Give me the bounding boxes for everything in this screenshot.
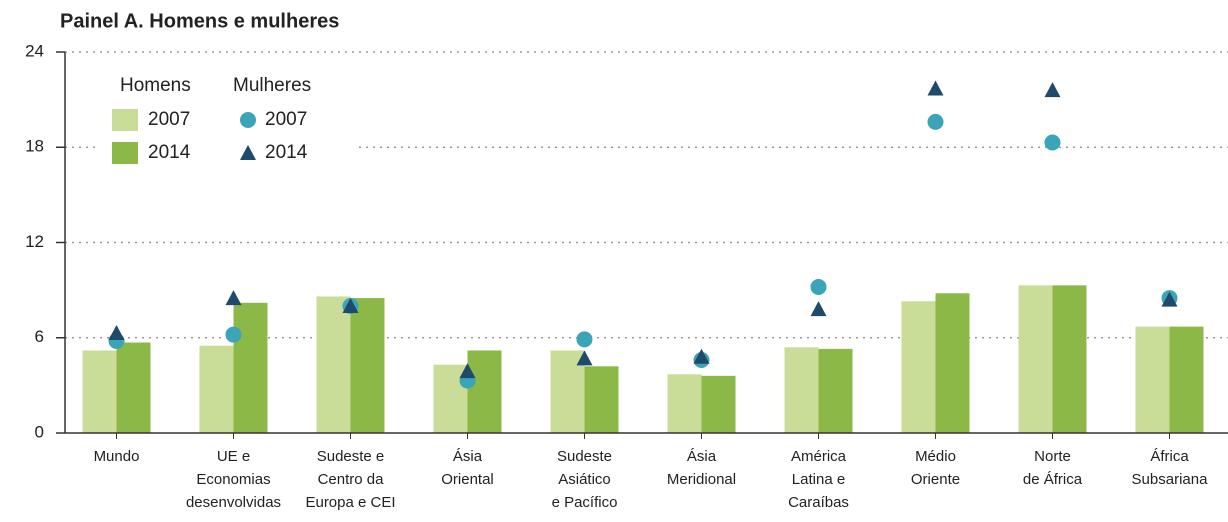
x-tick-label: África bbox=[1150, 448, 1189, 465]
bar bbox=[818, 348, 853, 433]
bar bbox=[467, 350, 502, 433]
x-tick-label: Oriental bbox=[441, 471, 494, 488]
x-tick-label: desenvolvidas bbox=[186, 494, 281, 511]
bar bbox=[233, 302, 268, 433]
bar bbox=[1018, 285, 1053, 433]
legend-group-title: Homens bbox=[120, 75, 191, 96]
marker-triangle bbox=[927, 80, 944, 96]
legend-swatch bbox=[240, 112, 256, 128]
bar bbox=[350, 298, 385, 433]
legend-label: 2014 bbox=[265, 142, 308, 163]
marker-triangle bbox=[810, 301, 827, 317]
x-tick-label: e Pacífico bbox=[552, 494, 618, 511]
marker-circle bbox=[810, 278, 827, 295]
marker-circle bbox=[927, 113, 944, 130]
x-tick-label: Oriente bbox=[911, 471, 960, 488]
y-tick-label: 12 bbox=[25, 232, 44, 251]
bar bbox=[667, 374, 702, 433]
bar bbox=[1135, 326, 1170, 433]
legend-label: 2007 bbox=[148, 109, 190, 130]
x-tick-label: Médio bbox=[915, 448, 956, 465]
bar bbox=[199, 345, 234, 433]
bar bbox=[784, 347, 819, 433]
x-tick-label: Europa e CEI bbox=[305, 494, 395, 511]
x-tick-label: Ásia bbox=[687, 448, 717, 465]
x-tick-label: Latina e bbox=[792, 471, 845, 488]
x-tick-label: UE e bbox=[217, 448, 250, 465]
x-tick-label: Caraíbas bbox=[788, 494, 849, 511]
marker-triangle bbox=[225, 290, 242, 306]
marker-circle bbox=[576, 331, 593, 348]
marker-triangle bbox=[693, 348, 710, 364]
legend-swatch bbox=[112, 109, 138, 131]
x-tick-label: Subsariana bbox=[1132, 471, 1209, 488]
x-tick-label: Sudeste bbox=[557, 448, 612, 465]
x-tick-label: Centro da bbox=[318, 471, 385, 488]
y-tick-label: 24 bbox=[25, 41, 44, 60]
legend-swatch bbox=[112, 142, 138, 164]
legend-swatch bbox=[240, 145, 256, 160]
y-tick-label: 0 bbox=[35, 422, 44, 441]
bar bbox=[82, 350, 117, 433]
legend-label: 2007 bbox=[265, 109, 307, 130]
marker-triangle bbox=[1161, 291, 1178, 307]
x-tick-label: Norte bbox=[1034, 448, 1071, 465]
bar bbox=[901, 301, 936, 433]
y-tick-label: 6 bbox=[35, 327, 44, 346]
legend-label: 2014 bbox=[148, 142, 191, 163]
marker-triangle bbox=[108, 324, 125, 340]
legend-group-title: Mulheres bbox=[233, 75, 311, 96]
x-tick-label: América bbox=[791, 448, 847, 465]
x-tick-label: Meridional bbox=[667, 471, 736, 488]
bar bbox=[1169, 326, 1204, 433]
bar bbox=[701, 375, 736, 433]
y-tick-label: 18 bbox=[25, 137, 44, 156]
marker-triangle bbox=[1044, 82, 1061, 98]
legend-background bbox=[100, 66, 355, 174]
bar bbox=[935, 293, 970, 433]
x-tick-label: Ásia bbox=[453, 448, 483, 465]
x-tick-label: Asiático bbox=[558, 471, 611, 488]
marker-circle bbox=[225, 326, 242, 343]
x-tick-label: Sudeste e bbox=[317, 448, 385, 465]
marker-triangle bbox=[576, 350, 593, 366]
marker-triangle bbox=[459, 363, 476, 379]
x-tick-label: Economias bbox=[196, 471, 270, 488]
marker-triangle bbox=[342, 298, 359, 313]
x-tick-label: Mundo bbox=[94, 448, 140, 465]
bar bbox=[584, 366, 619, 433]
bar bbox=[1052, 285, 1087, 433]
bar bbox=[116, 342, 151, 433]
marker-circle bbox=[1044, 134, 1061, 151]
bar bbox=[316, 296, 351, 433]
x-tick-label: de África bbox=[1023, 471, 1083, 488]
chart-title: Painel A. Homens e mulheres bbox=[60, 10, 339, 32]
